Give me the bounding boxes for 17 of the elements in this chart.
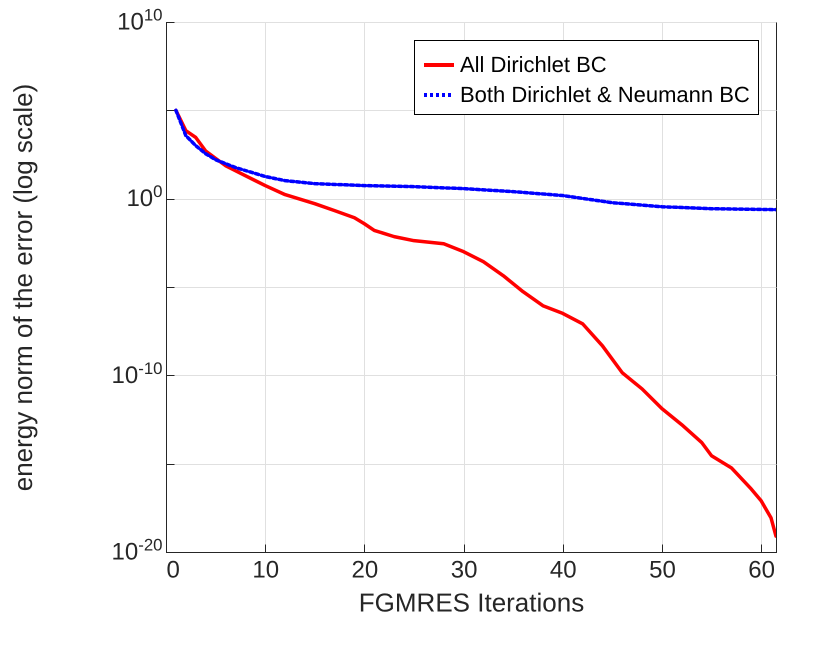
y-tick-label: 10$^{0}$ — [126, 182, 162, 212]
line-series — [174, 108, 776, 538]
y-axis-title: energy norm of the error (log scale) — [8, 84, 38, 492]
x-axis-title: FGMRES Iterations — [358, 588, 584, 618]
legend-label: All Dirichlet BC — [460, 52, 607, 77]
x-tick-label: 60 — [748, 556, 775, 584]
x-tick-label: 20 — [352, 556, 378, 584]
y-tick-label: 10$^{-20}$ — [112, 535, 162, 566]
x-tick-label: 50 — [649, 556, 676, 584]
x-tick-label: 0 — [166, 556, 180, 584]
x-tick-label: 40 — [550, 556, 577, 584]
y-tick-label: 10$^{-10}$ — [112, 358, 162, 389]
legend-label: Both Dirichlet & Neumann BC — [460, 82, 750, 107]
x-tick-label: 10 — [252, 556, 280, 584]
x-tick-label: 30 — [450, 556, 478, 584]
y-tick-label: 10$^{10}$ — [117, 5, 162, 36]
line-series — [174, 108, 776, 212]
